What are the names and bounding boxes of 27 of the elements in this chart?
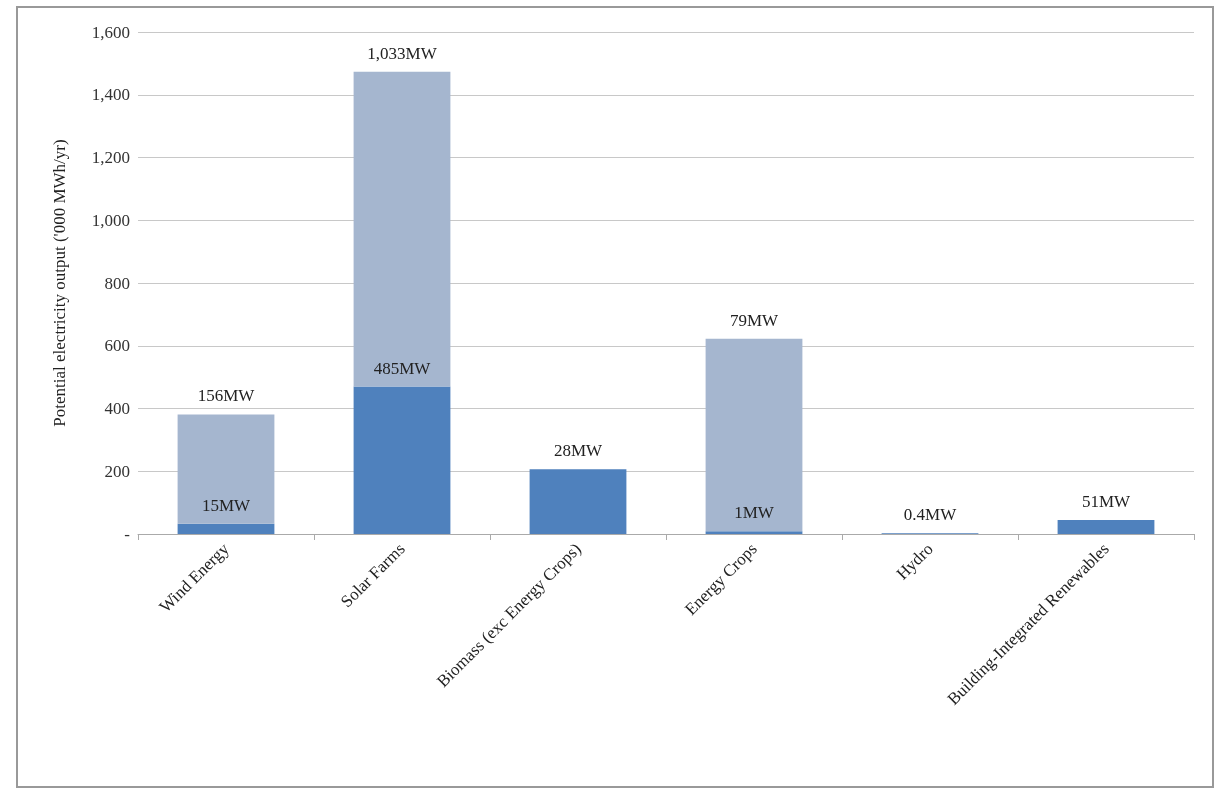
annotation: 51MW (1081, 491, 1132, 511)
bar (177, 414, 275, 524)
bar (705, 531, 803, 534)
bar (353, 71, 451, 387)
y-axis-title: Potential electricity output ('000 MWh/yr) (50, 139, 69, 427)
bar (529, 469, 627, 534)
y-tick-label: 1,600 (91, 22, 130, 42)
y-tick-label: - (124, 524, 131, 544)
bar (1057, 519, 1155, 534)
annotation: 1,033MW (367, 43, 438, 63)
y-tick-label: 400 (104, 399, 130, 418)
annotation: 28MW (553, 441, 604, 461)
annotation: 0.4MW (903, 505, 958, 525)
y-tick-label: 600 (104, 336, 130, 356)
y-tick-label: 200 (104, 461, 130, 481)
annotation: 485MW (373, 358, 432, 378)
y-tick-label: 1,200 (91, 148, 130, 167)
y-tick-label: 800 (104, 273, 130, 293)
y-tick-label: 1,000 (91, 210, 130, 230)
annotation: 79MW (729, 310, 780, 330)
bar (705, 338, 803, 532)
y-tick-label: 1,400 (91, 85, 130, 105)
annotation: 1MW (734, 503, 775, 523)
annotation: 156MW (197, 386, 256, 406)
bar (177, 523, 275, 534)
bar (353, 386, 451, 534)
annotation: 15MW (201, 495, 252, 515)
